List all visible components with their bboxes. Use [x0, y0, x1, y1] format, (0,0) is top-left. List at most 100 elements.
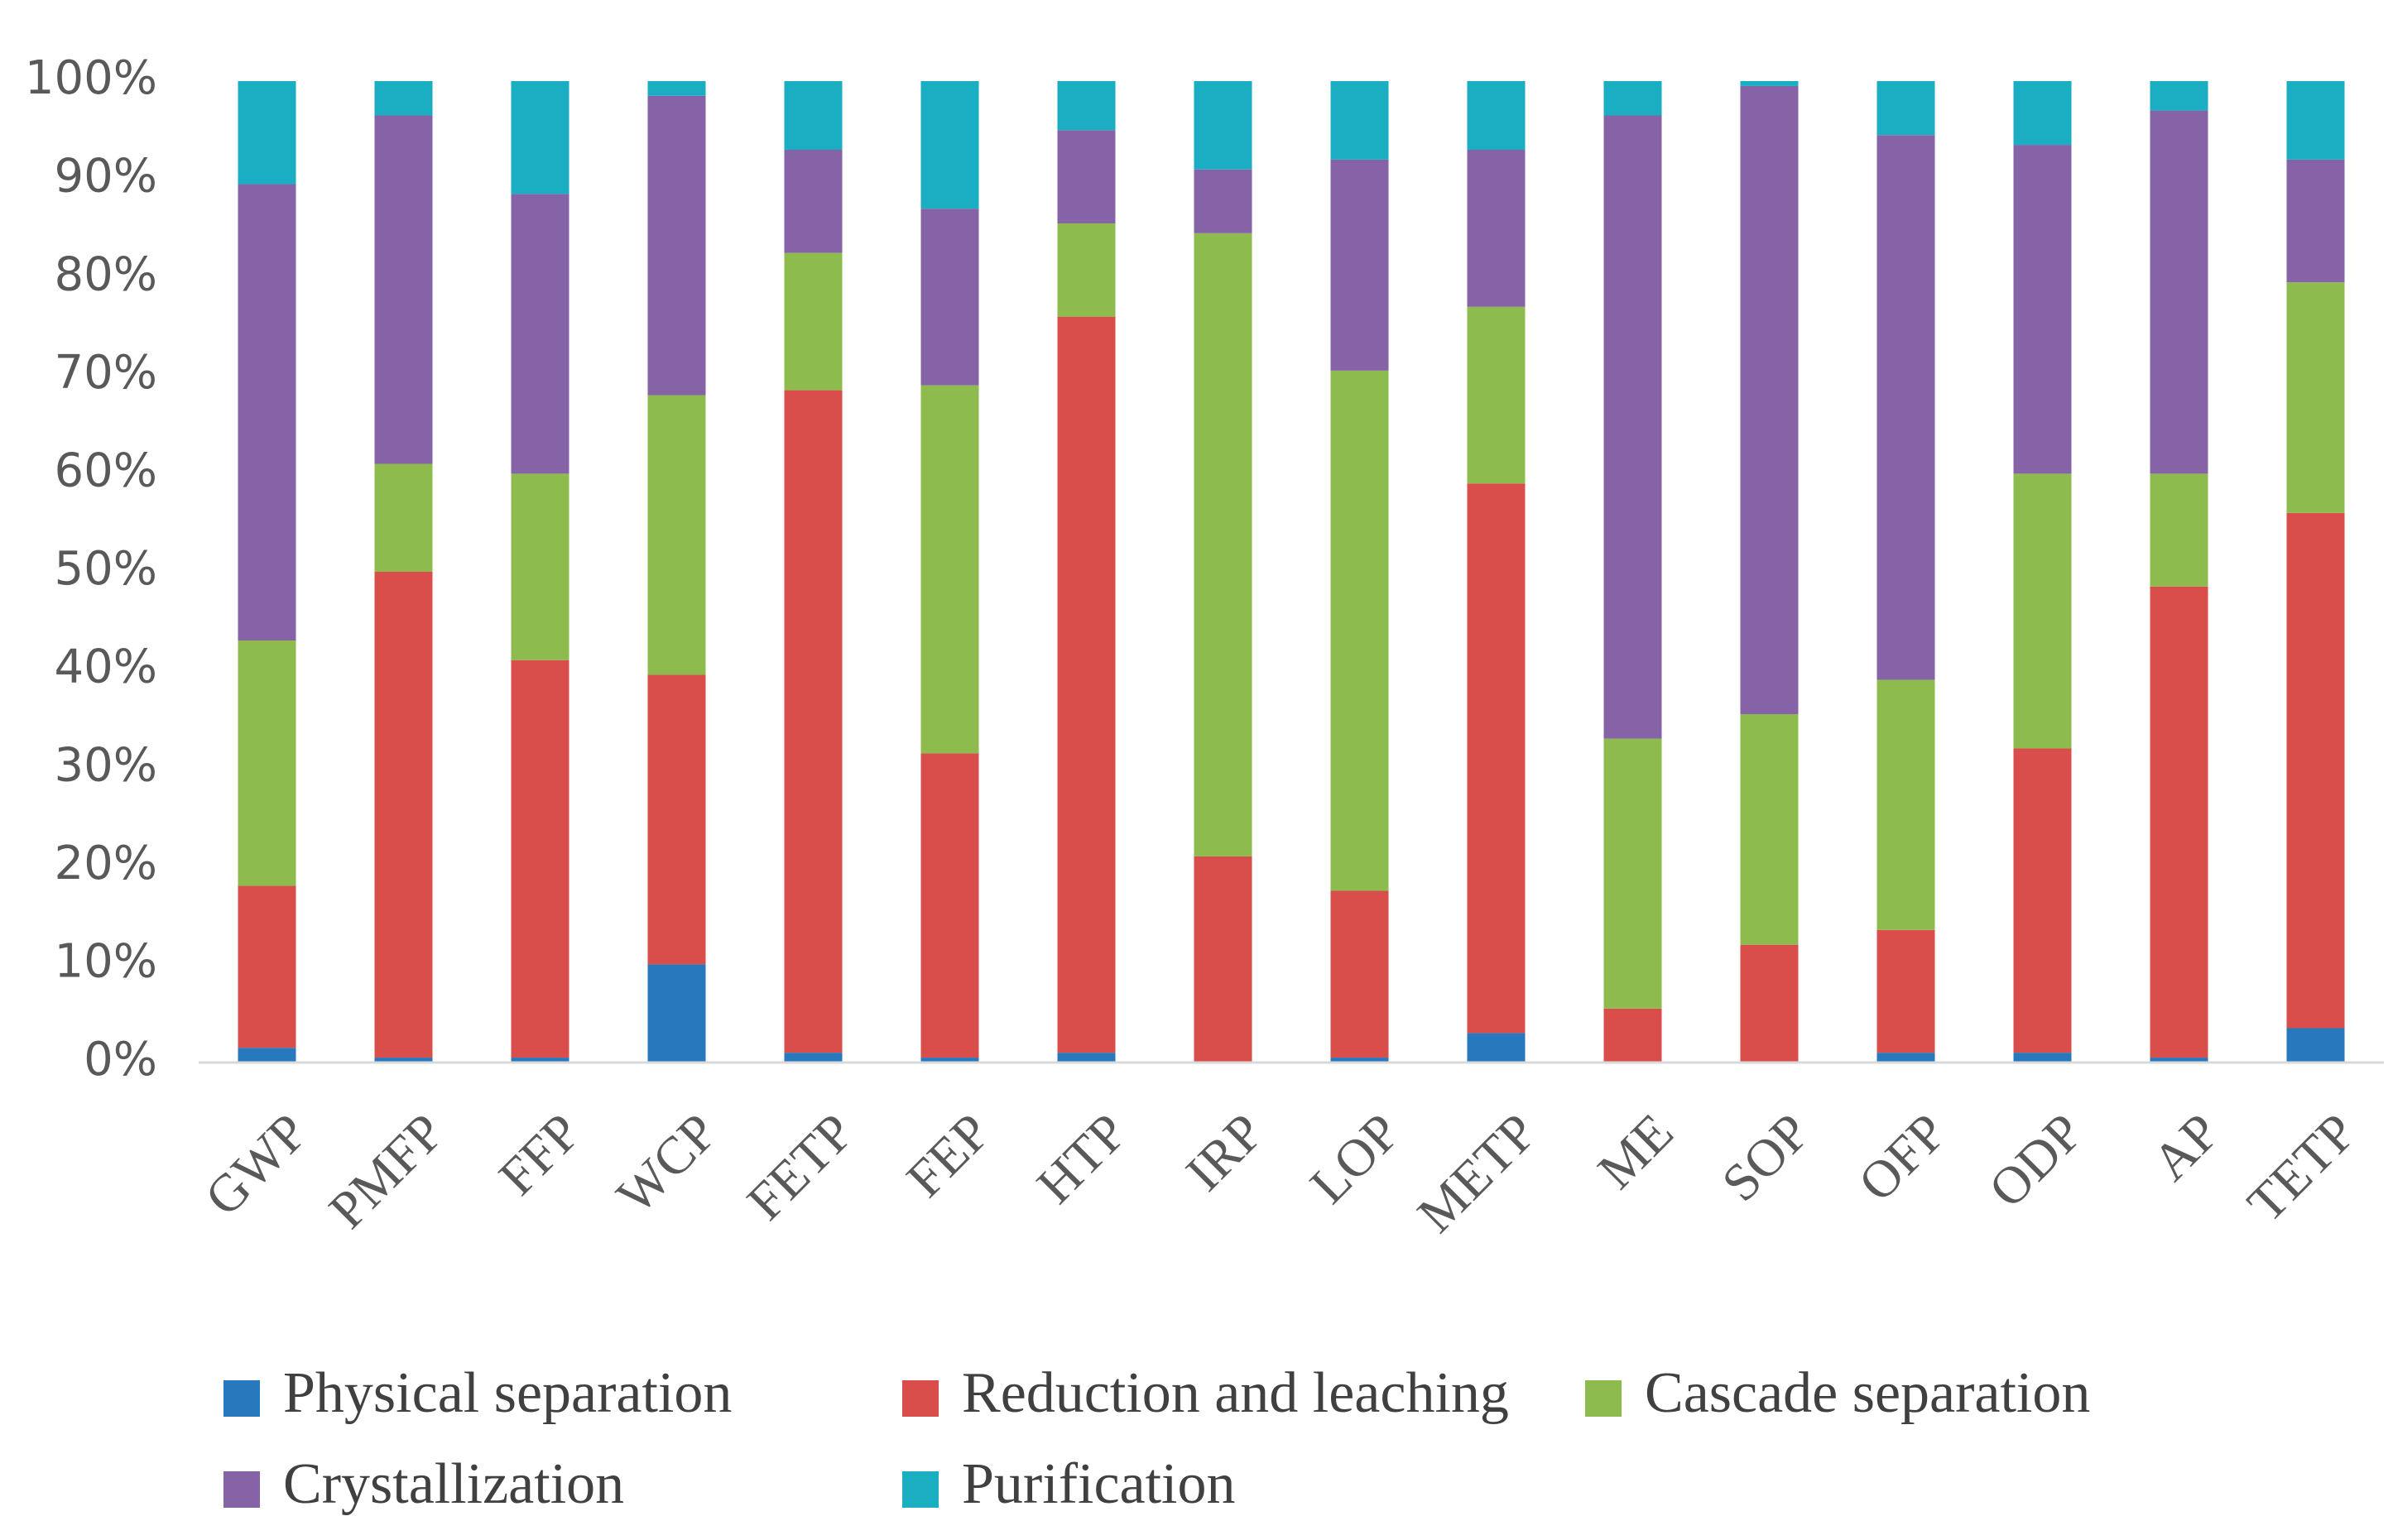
bar-ffp-cascade-separation — [511, 473, 569, 660]
y-tick-label: 100% — [25, 51, 157, 105]
bar-pmfp-physical-separation — [374, 1058, 433, 1063]
x-tick-label: WCP — [605, 1102, 728, 1225]
bar-lop-crystallization — [1330, 159, 1389, 371]
x-tick-label: OFP — [1847, 1102, 1957, 1212]
bar-stack-ap — [2150, 81, 2208, 1063]
bar-odp-cascade-separation — [2013, 473, 2072, 749]
y-tick-label: 70% — [55, 346, 157, 400]
bar-pmfp-crystallization — [374, 115, 433, 464]
bar-ofp-physical-separation — [1876, 1053, 1935, 1063]
bar-fep-cascade-separation — [920, 385, 979, 754]
bar-me-purification — [1603, 81, 1662, 116]
bar-stack-sop — [1740, 81, 1799, 1063]
bar-stack-ffp — [511, 81, 569, 1063]
y-tick-label: 40% — [55, 640, 157, 694]
bar-sop-purification — [1740, 81, 1799, 86]
bar-tetp-crystallization — [2286, 159, 2345, 283]
legend-swatch — [902, 1380, 939, 1417]
legend-swatch — [1585, 1380, 1622, 1417]
bars — [238, 81, 2345, 1063]
bar-lop-physical-separation — [1330, 1058, 1389, 1063]
bar-ffp-physical-separation — [511, 1058, 569, 1063]
bar-lop-cascade-separation — [1330, 370, 1389, 891]
bar-gwp-reduction-and-leaching — [238, 885, 296, 1048]
bar-wcp-physical-separation — [647, 964, 706, 1063]
bar-stack-pmfp — [374, 81, 433, 1063]
bar-metp-reduction-and-leaching — [1467, 483, 1526, 1034]
bar-ap-reduction-and-leaching — [2150, 586, 2208, 1058]
bar-stack-tetp — [2286, 81, 2345, 1063]
y-tick-label: 0% — [84, 1033, 157, 1087]
bar-tetp-reduction-and-leaching — [2286, 512, 2345, 1029]
bar-stack-ofp — [1876, 81, 1935, 1063]
bar-fep-physical-separation — [920, 1058, 979, 1063]
bar-irp-crystallization — [1194, 169, 1252, 233]
y-tick-label: 90% — [55, 150, 157, 204]
bar-tetp-physical-separation — [2286, 1028, 2345, 1063]
bar-pmfp-cascade-separation — [374, 463, 433, 572]
bar-ap-crystallization — [2150, 110, 2208, 474]
bar-ofp-cascade-separation — [1876, 679, 1935, 930]
x-tick-label: GWP — [194, 1102, 319, 1227]
x-tick-label: FFP — [488, 1102, 592, 1207]
bar-htp-crystallization — [1057, 130, 1116, 223]
legend-label: Physical separation — [283, 1361, 732, 1425]
bar-odp-crystallization — [2013, 145, 2072, 474]
bar-stack-metp — [1467, 81, 1526, 1063]
y-tick-label: 20% — [55, 837, 157, 890]
y-tick-label: 80% — [55, 247, 157, 301]
bar-ffp-crystallization — [511, 194, 569, 474]
y-tick-label: 10% — [55, 935, 157, 989]
bar-ap-purification — [2150, 81, 2208, 111]
x-tick-label: METP — [1406, 1102, 1548, 1244]
bar-ap-physical-separation — [2150, 1058, 2208, 1063]
bar-odp-reduction-and-leaching — [2013, 748, 2072, 1053]
bar-stack-fep — [920, 81, 979, 1063]
bar-stack-me — [1603, 81, 1662, 1063]
x-tick-label: AP — [2141, 1102, 2231, 1192]
legend-item-crystallization: Crystallization — [223, 1452, 624, 1516]
legend-label: Purification — [962, 1452, 1235, 1516]
bar-htp-purification — [1057, 81, 1116, 131]
bar-sop-crystallization — [1740, 85, 1799, 714]
bar-ap-cascade-separation — [2150, 473, 2208, 587]
legend-item-cascade-separation: Cascade separation — [1585, 1361, 2090, 1425]
x-tick-label: ME — [1587, 1102, 1684, 1200]
bar-htp-physical-separation — [1057, 1053, 1116, 1063]
bar-wcp-reduction-and-leaching — [647, 674, 706, 965]
bar-sop-cascade-separation — [1740, 713, 1799, 945]
bar-metp-physical-separation — [1467, 1033, 1526, 1063]
bar-ofp-crystallization — [1876, 135, 1935, 680]
bar-fep-reduction-and-leaching — [920, 753, 979, 1058]
legend-swatch — [223, 1380, 260, 1417]
bar-me-reduction-and-leaching — [1603, 1008, 1662, 1063]
bar-wcp-purification — [647, 81, 706, 96]
bar-fetp-purification — [784, 81, 843, 151]
x-tick-label: TETP — [2236, 1102, 2367, 1233]
bar-ffp-purification — [511, 81, 569, 194]
bar-gwp-purification — [238, 81, 296, 185]
x-tick-label: ODP — [1977, 1102, 2094, 1219]
bar-stack-wcp — [647, 81, 706, 1063]
bar-htp-reduction-and-leaching — [1057, 316, 1116, 1053]
bar-gwp-cascade-separation — [238, 640, 296, 886]
bar-odp-physical-separation — [2013, 1053, 2072, 1063]
bar-sop-reduction-and-leaching — [1740, 944, 1799, 1063]
bar-htp-cascade-separation — [1057, 223, 1116, 317]
bar-stack-lop — [1330, 81, 1389, 1063]
bar-metp-purification — [1467, 81, 1526, 151]
bar-me-crystallization — [1603, 115, 1662, 739]
legend-label: Crystallization — [283, 1452, 624, 1516]
bar-metp-crystallization — [1467, 150, 1526, 307]
bar-irp-reduction-and-leaching — [1194, 856, 1252, 1063]
bar-irp-cascade-separation — [1194, 233, 1252, 856]
bar-metp-cascade-separation — [1467, 306, 1526, 484]
x-tick-label: LOP — [1299, 1102, 1411, 1215]
legend-swatch — [223, 1471, 260, 1508]
bar-stack-gwp — [238, 81, 296, 1063]
legend-item-reduction-and-leaching: Reduction and leaching — [902, 1361, 1509, 1425]
y-axis: 0% 10% 20% 30% 40% 50% 60% 70% 80% 90% 100% — [25, 51, 157, 1087]
x-tick-label: PMFP — [318, 1102, 455, 1240]
